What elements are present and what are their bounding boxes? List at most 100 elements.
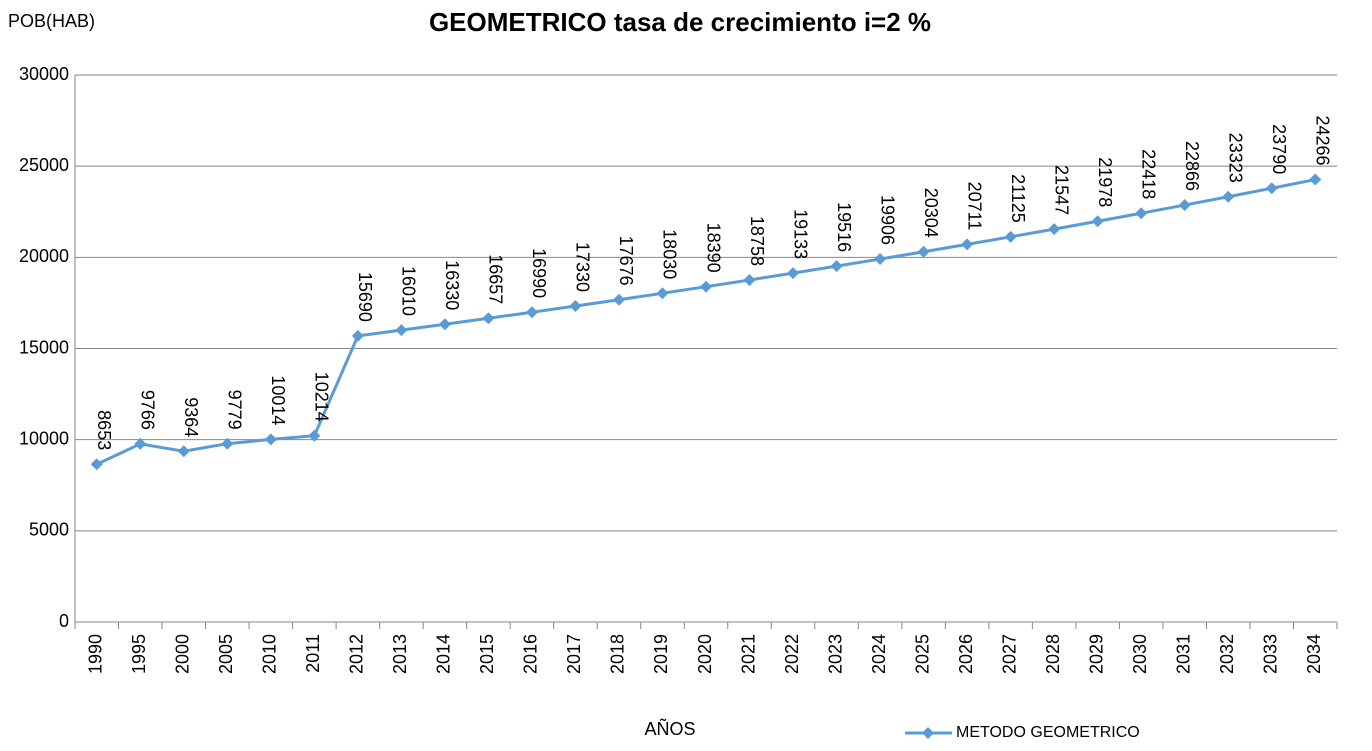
- point: [351, 329, 364, 342]
- point: [656, 287, 669, 300]
- data-label: 9779: [225, 390, 245, 430]
- data-label: 23790: [1269, 124, 1289, 174]
- x-tick-label: 2022: [782, 634, 802, 674]
- point: [1309, 173, 1322, 186]
- x-tick-label: 2029: [1086, 634, 1106, 674]
- data-label: 21125: [1008, 174, 1028, 223]
- point: [569, 300, 582, 313]
- y-tick-label: 30000: [19, 64, 69, 84]
- x-tick-label: 2034: [1304, 634, 1324, 674]
- point: [1265, 182, 1278, 195]
- x-tick-label: 2026: [956, 634, 976, 674]
- data-label: 16657: [486, 254, 506, 304]
- data-label: 10014: [268, 375, 288, 425]
- x-tick-label: 2025: [912, 634, 932, 674]
- x-tick-label: 2012: [347, 634, 367, 674]
- data-label: 24266: [1312, 115, 1332, 165]
- point: [525, 306, 538, 319]
- point: [308, 429, 321, 442]
- x-tick-label: 2000: [173, 634, 193, 674]
- x-tick-label: 2010: [260, 634, 280, 674]
- data-label: 18030: [660, 229, 680, 279]
- point: [264, 433, 277, 446]
- x-tick-label: 2020: [695, 634, 715, 674]
- x-tick-label: 2005: [216, 634, 236, 674]
- legend-label: METODO GEOMETRICO: [956, 724, 1140, 741]
- point: [1222, 190, 1235, 203]
- data-label: 19906: [877, 195, 897, 245]
- data-label: 16010: [399, 266, 419, 316]
- y-tick-label: 25000: [19, 155, 69, 175]
- y-axis-label: POB(HAB): [8, 11, 95, 31]
- point: [917, 245, 930, 258]
- data-label: 22866: [1182, 141, 1202, 191]
- x-tick-label: 2028: [1043, 634, 1063, 674]
- y-tick-label: 15000: [19, 337, 69, 357]
- point: [961, 238, 974, 251]
- x-tick-label: 2011: [303, 634, 323, 673]
- point: [395, 324, 408, 337]
- data-label: 21978: [1095, 157, 1115, 207]
- x-tick-label: 1995: [129, 634, 149, 674]
- data-label: 22418: [1138, 149, 1158, 199]
- x-tick-label: 2032: [1217, 634, 1237, 674]
- data-label: 20304: [921, 188, 941, 238]
- chart-title: GEOMETRICO tasa de crecimiento i=2 %: [429, 7, 931, 37]
- x-tick-label: 2027: [999, 634, 1019, 674]
- point: [830, 260, 843, 273]
- data-label: 17676: [616, 236, 636, 286]
- data-label: 8653: [94, 410, 114, 450]
- data-label: 15690: [355, 272, 375, 322]
- point: [134, 437, 147, 450]
- point: [1135, 207, 1148, 220]
- y-tick-label: 0: [59, 611, 69, 631]
- data-label: 17330: [573, 242, 593, 292]
- point: [787, 267, 800, 280]
- x-tick-label: 2021: [738, 634, 758, 674]
- data-label: 18390: [703, 223, 723, 273]
- data-label: 16990: [529, 248, 549, 298]
- point: [1178, 199, 1191, 212]
- point: [177, 445, 190, 458]
- x-tick-label: 2019: [651, 634, 671, 674]
- x-tick-label: 2024: [869, 634, 889, 674]
- data-label: 16330: [442, 260, 462, 310]
- x-tick-label: 2016: [521, 634, 541, 674]
- x-tick-label: 2018: [608, 634, 628, 674]
- point: [438, 318, 451, 331]
- y-tick-label: 10000: [19, 428, 69, 448]
- point: [612, 293, 625, 306]
- data-label: 9766: [138, 390, 158, 430]
- x-tick-label: 2014: [434, 634, 454, 674]
- x-tick-label: 2017: [564, 634, 584, 674]
- x-tick-label: 2015: [477, 634, 497, 674]
- point: [700, 280, 712, 293]
- point: [1004, 230, 1017, 243]
- data-label: 10214: [312, 372, 332, 422]
- data-label: 23323: [1225, 133, 1245, 183]
- point: [482, 312, 495, 325]
- point: [874, 253, 887, 266]
- data-label: 19516: [834, 202, 854, 252]
- legend-marker: [922, 727, 934, 739]
- x-tick-label: 2031: [1173, 634, 1193, 674]
- x-tick-label: 1990: [86, 634, 106, 674]
- x-tick-label: 2030: [1130, 634, 1150, 674]
- point: [743, 273, 756, 286]
- point: [1091, 215, 1104, 228]
- x-tick-label: 2033: [1260, 634, 1280, 674]
- x-tick-label: 2013: [390, 634, 410, 674]
- data-label: 21547: [1051, 165, 1071, 215]
- data-label: 9364: [181, 397, 201, 437]
- data-label: 19133: [790, 209, 810, 259]
- point: [1048, 223, 1061, 236]
- point: [221, 437, 234, 450]
- data-label: 20711: [964, 182, 984, 231]
- y-tick-label: 20000: [19, 246, 69, 266]
- point: [90, 458, 103, 471]
- data-label: 18758: [747, 216, 767, 266]
- x-tick-label: 2023: [825, 634, 845, 674]
- y-tick-label: 5000: [29, 520, 69, 540]
- x-axis-label: AÑOS: [644, 718, 695, 739]
